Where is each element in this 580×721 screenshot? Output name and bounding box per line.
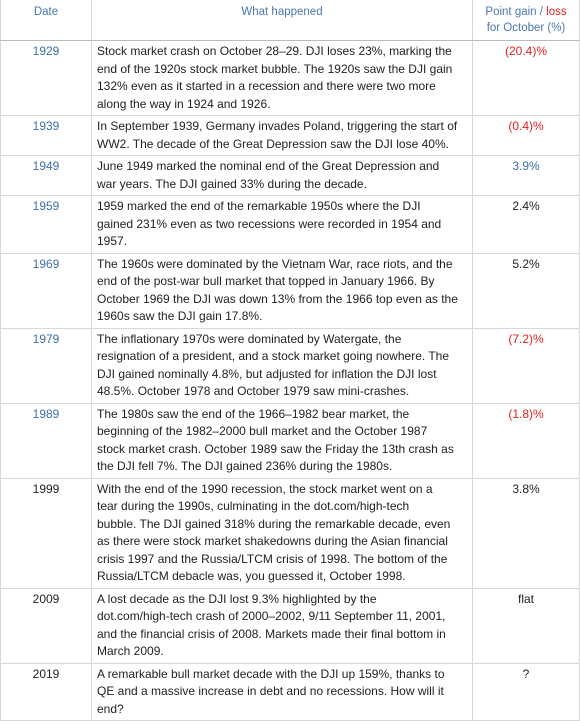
text-line: March 2009. [97, 644, 164, 658]
what-cell: The 1960s were dominated by the Vietnam … [91, 253, 473, 329]
text-line: the DJI fell 7%. The DJI gained 236% dur… [97, 459, 393, 473]
text-line: war years. The DJI gained 33% during the… [97, 176, 367, 191]
gain-cell: (7.2)% [472, 328, 580, 404]
text-line: With the end of the 1990 recession, the … [97, 481, 433, 496]
table-row: 1969 The 1960s were dominated by the Viet… [0, 253, 580, 329]
gain-cell: 3.9% [472, 155, 580, 196]
text-line: June 1949 marked the nominal end of the … [97, 159, 440, 173]
text-line: end? [97, 701, 124, 716]
date-cell: 1979 [0, 328, 92, 404]
text-line: QE and a massive increase in debt and no… [97, 684, 444, 698]
text-line: In September 1939, Germany invades Polan… [97, 119, 458, 133]
text-line: DJI gained nominally 4.8%, but adjusted … [97, 366, 437, 381]
what-cell: A remarkable bull market decade with the… [91, 663, 473, 721]
gain-header: Point gain / loss for October (%) [472, 0, 580, 41]
what-cell: 1959 marked the end of the remarkable 19… [91, 195, 473, 254]
text-line: 1957. [97, 234, 128, 248]
gain-cell: 3.8% [472, 478, 580, 589]
gain-cell: 2.4% [472, 195, 580, 254]
table-row: 1989 The 1980s saw the end of the 1966–19… [0, 402, 580, 479]
table-row: 1999 With the end of the 1990 recession, … [0, 478, 580, 589]
text-line: A remarkable bull market decade with the… [97, 666, 445, 681]
text-line: WW2. The decade of the Great Depression … [97, 136, 449, 151]
text-line: gained 231% even as two recessions were … [97, 216, 442, 231]
text-line: Stock market crash on October 28–29. DJI… [97, 44, 452, 58]
text-line: The inflationary 1970s were dominated by… [97, 331, 402, 346]
date-cell: 1969 [0, 253, 92, 329]
table-row: 1959 1959 marked the end of the remarkabl… [0, 195, 580, 254]
text-line: crisis 1997 and the Russia/LTCM crisis o… [97, 551, 448, 566]
text-line: A lost decade as the DJI lost 9.3% highl… [97, 591, 377, 606]
text-line: tear during the 1990s, culminating in th… [97, 499, 410, 513]
date-cell: 1949 [0, 155, 92, 196]
text-line: and the financial crisis of 2008. Market… [97, 626, 446, 641]
text-line: The 1960s were dominated by the Vietnam … [97, 256, 453, 271]
text-line: beginning of the 1982–2000 bull market a… [97, 424, 428, 438]
gain-cell: flat [472, 588, 580, 664]
text-line: stock market crash. October 1989 saw the… [97, 441, 454, 456]
text-line: as there were stock market shakedowns du… [97, 534, 448, 548]
table-row: 1939 In September 1939, Germany invades P… [0, 115, 580, 156]
gain-cell: ? [472, 663, 580, 721]
table-row: 2009 A lost decade as the DJI lost 9.3% h… [0, 588, 580, 664]
text-line: October 1969 the DJI was down 13% from t… [97, 291, 458, 306]
text-line: 1959 marked the end of the remarkable 19… [97, 199, 421, 213]
date-cell: 1939 [0, 115, 92, 156]
date-cell: 1929 [0, 40, 92, 116]
table-row: 1979 The inflationary 1970s were dominate… [0, 328, 580, 404]
what-cell: The 1980s saw the end of the 1966–1982 b… [91, 402, 473, 479]
date-cell: 2019 [0, 663, 92, 721]
table-row: 2019 A remarkable bull market decade with… [0, 663, 580, 721]
text-line: The 1980s saw the end of the 1966–1982 b… [97, 406, 410, 421]
gain-cell: 5.2% [472, 253, 580, 329]
text-line: resignation of a president, and a stock … [97, 349, 449, 363]
date-cell: 1999 [0, 478, 92, 589]
header-row: Date What happened Point gain / loss for … [0, 0, 580, 41]
text-line: along the way in 1924 and 1926. [97, 96, 271, 111]
text-line: 48.5%. October 1978 and October 1979 saw… [97, 384, 410, 398]
text-line: bubble. The DJI gained 318% during the r… [97, 516, 451, 531]
what-cell: A lost decade as the DJI lost 9.3% highl… [91, 588, 473, 664]
text-line: 132% even as it started in a recession a… [97, 79, 436, 93]
what-cell: The inflationary 1970s were dominated by… [91, 328, 473, 404]
gain-cell: (1.8)% [472, 402, 580, 479]
table-row: 1949 June 1949 marked the nominal end of … [0, 155, 580, 196]
what-cell: June 1949 marked the nominal end of the … [91, 155, 473, 196]
table-row: 1929 Stock market crash on October 28–29.… [0, 40, 580, 116]
text-line: 1960s saw the DJI gain 17.8%. [97, 309, 263, 323]
header-text: for October (%) [486, 22, 566, 34]
date-header: Date [0, 0, 92, 41]
header-loss: loss [546, 6, 567, 18]
header-text: Point gain / [485, 6, 547, 18]
what-cell: With the end of the 1990 recession, the … [91, 478, 473, 589]
text-line: end of the 1920s stock market bubble. Th… [97, 61, 453, 76]
text-line: dot.com/high-tech crash of 2000–2002, 9/… [97, 609, 446, 623]
what-cell: Stock market crash on October 28–29. DJI… [91, 40, 473, 116]
text-line: end of the post-war bull market that top… [97, 274, 435, 288]
table-body: 1929 Stock market crash on October 28–29.… [0, 40, 580, 721]
date-cell: 1989 [0, 402, 92, 479]
date-cell: 1959 [0, 195, 92, 254]
date-cell: 2009 [0, 588, 92, 664]
text-line: Russia/LTCM debacle was, you guessed it,… [97, 569, 406, 583]
what-cell: In September 1939, Germany invades Polan… [91, 115, 473, 156]
gain-cell: (0.4)% [472, 115, 580, 156]
gain-cell: (20.4)% [472, 40, 580, 116]
what-header: What happened [91, 0, 473, 41]
